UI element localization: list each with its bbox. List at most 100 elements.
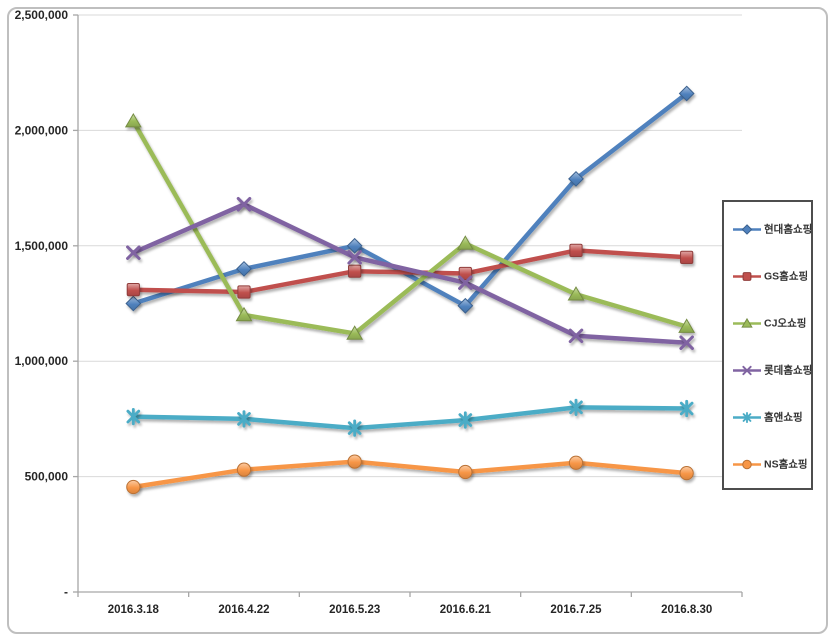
legend-label: GS홈쇼핑 (764, 270, 809, 283)
data-point (458, 464, 473, 480)
data-point (126, 283, 140, 297)
y-axis-label: 1,000,000 (15, 354, 69, 368)
diamond-icon (568, 170, 584, 187)
legend-swatch (733, 411, 761, 423)
data-point (678, 318, 696, 333)
legend-label: CJ오쇼핑 (764, 317, 807, 330)
asterisk-icon (679, 399, 694, 418)
data-point (235, 306, 253, 322)
legend-label: 현대홈쇼핑 (764, 223, 813, 236)
data-point (126, 245, 141, 260)
x-axis-label: 2016.8.30 (661, 604, 712, 616)
triangle-icon (346, 325, 364, 340)
diamond-icon (678, 85, 695, 102)
data-point (236, 462, 252, 477)
legend-item: 현대홈쇼핑 (733, 222, 812, 237)
square-icon (680, 250, 694, 264)
data-point (347, 250, 362, 265)
data-point (125, 295, 142, 312)
circle-icon (126, 479, 141, 495)
circle-icon (347, 454, 362, 469)
data-point (568, 328, 584, 344)
legend-label: 홈앤쇼핑 (764, 411, 803, 424)
diamond-icon (457, 297, 474, 314)
asterisk-icon (237, 410, 251, 428)
y-axis-label: - (64, 585, 68, 599)
data-point (346, 325, 364, 340)
diamond-icon (236, 260, 252, 277)
legend-item: 홈앤쇼핑 (733, 410, 803, 425)
x-axis-label: 2016.5.23 (329, 604, 380, 616)
x-icon (236, 196, 252, 212)
circle-icon (458, 464, 473, 480)
x-axis-label: 2016.7.25 (550, 604, 602, 616)
square-icon (458, 266, 472, 281)
legend-swatch (733, 223, 761, 235)
legend-swatch (733, 317, 761, 328)
data-point (348, 264, 362, 278)
data-point (569, 243, 583, 258)
data-point (346, 237, 363, 254)
data-point (678, 85, 695, 102)
data-point (679, 399, 694, 418)
data-point (458, 411, 473, 429)
data-point (458, 266, 472, 281)
legend-swatch (733, 271, 761, 281)
x-axis-label: 2016.4.22 (218, 604, 269, 616)
data-point (456, 235, 474, 250)
legend-swatch (733, 459, 761, 469)
data-point (347, 454, 362, 469)
series-markers (124, 112, 696, 340)
square-icon (569, 243, 583, 258)
data-point (457, 297, 474, 314)
y-axis-label: 2,000,000 (15, 123, 69, 137)
circle-icon (568, 455, 584, 470)
series-markers (125, 85, 695, 314)
data-point (568, 170, 584, 187)
x-icon (126, 245, 141, 260)
legend-item: NS홈쇼핑 (733, 457, 808, 472)
chart-outer-border (7, 7, 828, 634)
asterisk-icon (569, 398, 583, 416)
x-icon (568, 328, 584, 344)
circle-icon (236, 462, 252, 477)
circle-icon (742, 459, 752, 469)
legend-label: NS홈쇼핑 (764, 458, 808, 471)
data-point (124, 112, 142, 128)
triangle-icon (567, 286, 585, 301)
data-point (237, 410, 251, 428)
series-markers (126, 398, 694, 437)
square-icon (126, 283, 140, 297)
legend-item: 롯데홈쇼핑 (733, 363, 812, 378)
data-point (569, 398, 583, 416)
data-point (458, 275, 473, 290)
data-point (679, 335, 694, 351)
data-point (126, 479, 141, 495)
data-point (680, 250, 694, 264)
data-point (679, 466, 694, 481)
series-line (131, 459, 689, 490)
series-markers (126, 243, 694, 299)
data-point (567, 286, 585, 301)
triangle-icon (124, 112, 142, 128)
y-axis-label: 500,000 (25, 470, 69, 484)
square-icon (742, 271, 752, 281)
data-point (236, 260, 252, 277)
x-axis-label: 2016.3.18 (108, 604, 160, 616)
data-point (347, 419, 362, 437)
square-icon (237, 285, 251, 299)
y-axis-label: 2,500,000 (15, 8, 69, 22)
asterisk-icon (458, 411, 473, 429)
series-markers (126, 454, 694, 495)
legend-label: 롯데홈쇼핑 (764, 364, 813, 377)
triangle-icon (741, 317, 753, 328)
data-point (126, 407, 141, 426)
series-line (131, 91, 689, 309)
series-markers (126, 196, 694, 351)
series-line (131, 405, 689, 431)
square-icon (348, 264, 362, 278)
data-point (236, 196, 252, 212)
